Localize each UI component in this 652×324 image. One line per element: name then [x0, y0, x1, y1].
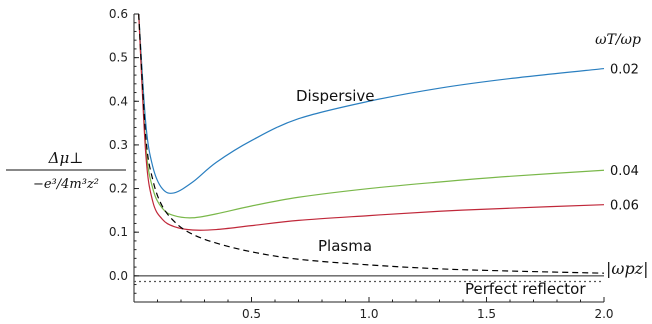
x-tick-label: 1.0 — [359, 307, 378, 321]
axes — [133, 14, 604, 303]
curves — [134, 13, 605, 283]
series-line-0-06 — [138, 13, 605, 231]
series-label: 0.04 — [610, 164, 639, 179]
series-label: 0.02 — [610, 63, 639, 78]
y-tick-label: 0.5 — [109, 51, 128, 65]
series-line-0-02 — [138, 13, 605, 194]
y-label-denominator: −e³/4m³z² — [33, 177, 99, 192]
series-line-plasma — [138, 13, 605, 274]
series-label: 0.06 — [610, 199, 639, 214]
y-tick-label: 0.2 — [109, 182, 128, 196]
x-axis-label: |ωpz| — [606, 259, 649, 278]
y-tick-label: 0.1 — [109, 225, 128, 239]
legend-title: ωT/ωp — [595, 32, 641, 48]
y-tick-label: 0.3 — [109, 138, 128, 152]
y-tick-label: 0.0 — [109, 269, 128, 283]
x-tick-label: 0.5 — [242, 307, 261, 321]
series-labels: 0.02 0.04 0.06 — [610, 63, 639, 214]
annotation-plasma: Plasma — [318, 237, 372, 255]
annotation-perfect-reflector: Perfect reflector — [465, 280, 586, 298]
x-tick-label: 1.5 — [477, 307, 496, 321]
y-tick-label: 0.6 — [109, 7, 128, 21]
annotation-dispersive: Dispersive — [296, 87, 375, 105]
x-tick-label: 2.0 — [594, 307, 613, 321]
series-line-0-04 — [138, 13, 605, 219]
y-axis-label: Δμ⊥ −e³/4m³z² — [6, 149, 126, 192]
ticks: 0.0 0.1 0.2 0.3 0.4 0.5 0.6 0.5 1.0 1.5 2.0 — [109, 7, 614, 321]
y-tick-label: 0.4 — [109, 94, 128, 108]
y-label-numerator: Δμ⊥ — [48, 149, 84, 167]
